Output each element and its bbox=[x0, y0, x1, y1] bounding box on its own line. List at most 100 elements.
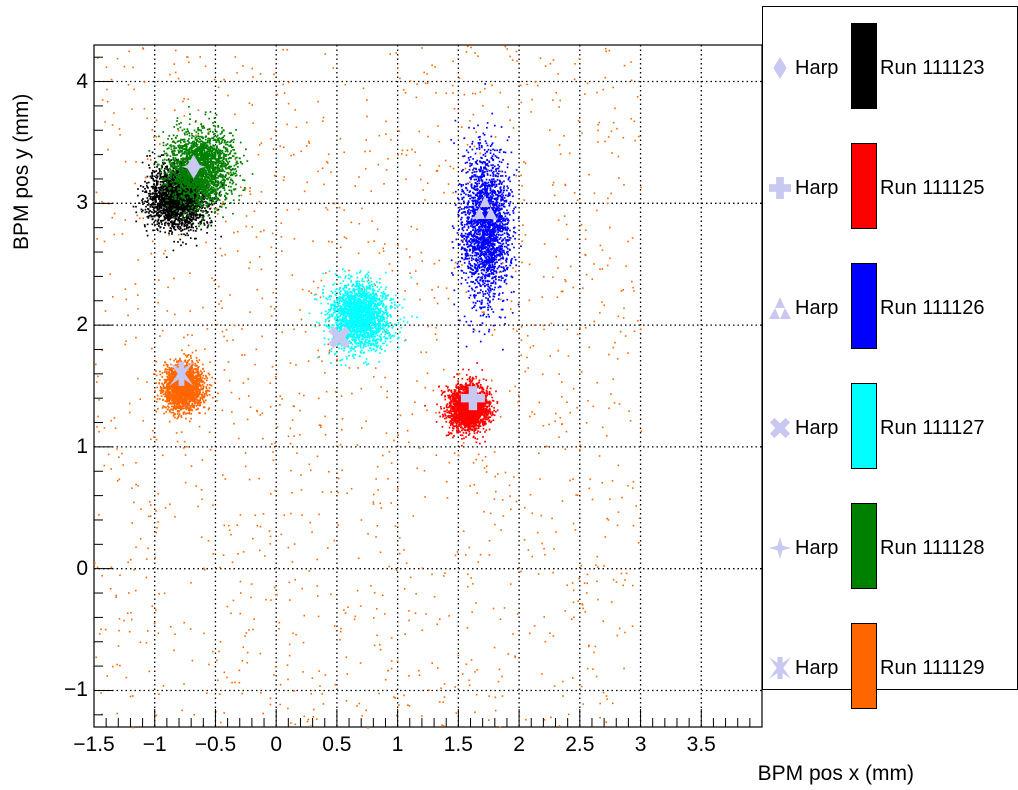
data-point bbox=[511, 300, 513, 302]
data-point bbox=[234, 682, 236, 684]
data-point bbox=[416, 97, 418, 99]
data-point bbox=[144, 108, 146, 110]
data-point bbox=[270, 382, 272, 384]
data-point bbox=[559, 417, 561, 419]
data-point bbox=[569, 480, 571, 482]
data-point bbox=[566, 224, 568, 226]
data-point bbox=[183, 225, 185, 227]
data-point bbox=[97, 416, 99, 418]
data-point bbox=[175, 383, 177, 385]
data-point bbox=[156, 166, 158, 168]
data-point bbox=[272, 233, 274, 235]
data-point bbox=[281, 534, 283, 536]
data-point bbox=[334, 540, 336, 542]
data-point bbox=[146, 117, 148, 119]
data-point bbox=[192, 381, 194, 383]
data-point bbox=[193, 398, 195, 400]
data-point bbox=[173, 241, 175, 243]
data-point bbox=[509, 495, 511, 497]
data-point bbox=[341, 469, 343, 471]
data-point bbox=[510, 509, 512, 511]
data-point bbox=[370, 585, 372, 587]
data-point bbox=[176, 396, 178, 398]
data-point bbox=[622, 137, 624, 139]
data-point bbox=[118, 645, 120, 647]
data-point bbox=[488, 695, 490, 697]
data-point bbox=[279, 622, 281, 624]
data-point bbox=[114, 417, 116, 419]
data-point bbox=[539, 478, 541, 480]
data-point bbox=[399, 553, 401, 555]
data-point bbox=[531, 556, 533, 558]
data-point bbox=[390, 502, 392, 504]
data-point bbox=[129, 412, 131, 414]
data-point bbox=[203, 397, 205, 399]
data-point bbox=[420, 179, 422, 181]
data-point bbox=[634, 330, 636, 332]
data-point bbox=[182, 387, 184, 389]
data-point bbox=[343, 209, 345, 211]
data-point bbox=[380, 503, 382, 505]
data-point bbox=[469, 485, 471, 487]
data-point bbox=[130, 559, 132, 561]
data-point bbox=[181, 233, 183, 235]
data-point bbox=[168, 232, 170, 234]
data-point bbox=[137, 378, 139, 380]
data-point bbox=[623, 668, 625, 670]
data-point bbox=[586, 592, 588, 594]
data-point bbox=[105, 629, 107, 631]
data-point bbox=[527, 367, 529, 369]
data-point bbox=[250, 597, 252, 599]
data-point bbox=[135, 546, 137, 548]
data-point bbox=[473, 114, 475, 116]
data-point bbox=[436, 170, 438, 172]
data-point bbox=[322, 491, 324, 493]
data-point bbox=[327, 547, 329, 549]
data-point bbox=[96, 381, 98, 383]
data-point bbox=[191, 365, 193, 367]
data-point bbox=[558, 219, 560, 221]
data-point bbox=[170, 230, 172, 232]
data-point bbox=[251, 104, 253, 106]
data-point bbox=[190, 628, 192, 630]
data-point bbox=[573, 602, 575, 604]
data-point bbox=[634, 140, 636, 142]
data-point bbox=[147, 204, 149, 206]
data-point bbox=[167, 405, 169, 407]
data-point bbox=[641, 430, 643, 432]
data-point bbox=[187, 360, 189, 362]
data-point bbox=[179, 393, 181, 395]
data-point bbox=[359, 703, 361, 705]
data-point bbox=[528, 549, 530, 551]
data-point bbox=[214, 79, 216, 81]
data-point bbox=[464, 94, 466, 96]
data-point bbox=[515, 175, 517, 177]
data-point bbox=[174, 417, 176, 419]
data-point bbox=[212, 397, 214, 399]
data-point bbox=[177, 407, 179, 409]
data-point bbox=[226, 340, 228, 342]
data-point bbox=[566, 401, 568, 403]
data-point bbox=[356, 705, 358, 707]
data-point bbox=[469, 547, 471, 549]
data-point bbox=[202, 307, 204, 309]
data-point bbox=[169, 399, 171, 401]
data-point bbox=[189, 272, 191, 274]
data-point bbox=[175, 72, 177, 74]
data-point bbox=[554, 420, 556, 422]
data-point bbox=[422, 629, 424, 631]
data-point bbox=[325, 207, 327, 209]
data-point bbox=[174, 109, 176, 111]
data-point bbox=[153, 222, 155, 224]
data-point bbox=[415, 593, 417, 595]
data-point bbox=[472, 583, 474, 585]
data-point bbox=[469, 684, 471, 686]
data-point bbox=[145, 177, 147, 179]
data-point bbox=[609, 50, 611, 52]
data-point bbox=[577, 334, 579, 336]
data-point bbox=[162, 455, 164, 457]
data-point bbox=[328, 153, 330, 155]
data-point bbox=[191, 392, 193, 394]
data-point bbox=[310, 725, 312, 727]
data-point bbox=[623, 307, 625, 309]
